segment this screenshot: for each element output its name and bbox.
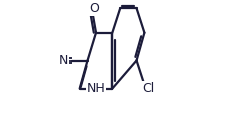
Text: NH: NH bbox=[87, 82, 105, 95]
Text: O: O bbox=[89, 2, 99, 15]
Text: Cl: Cl bbox=[142, 82, 154, 95]
Text: N: N bbox=[59, 54, 68, 67]
